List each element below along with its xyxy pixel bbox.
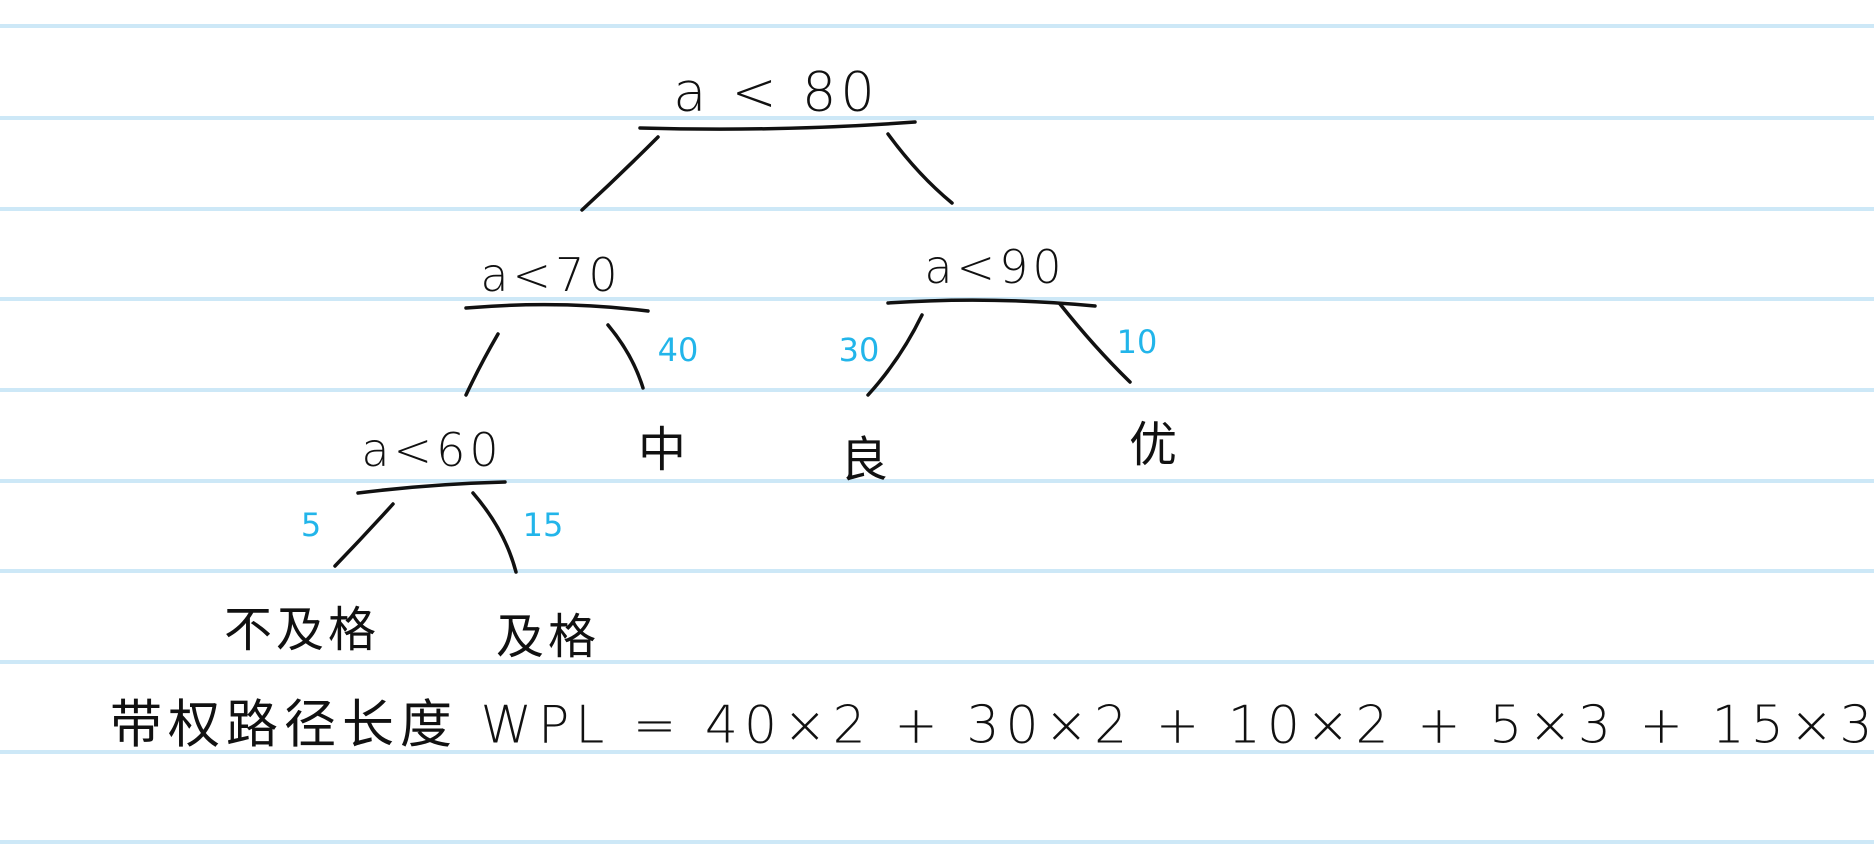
wpl-formula: 带权路径长度 WPL = 40×2 + 30×2 + 10×2 + 5×3 + … — [110, 695, 1874, 756]
edge-lower-pass — [471, 491, 518, 574]
edge-left-lower — [464, 332, 500, 397]
leaf-fail-label: 不及格 — [223, 602, 381, 658]
edge-root-right — [886, 132, 954, 205]
root-node-label: a < 80 — [673, 60, 879, 124]
right-node-underline — [886, 298, 1097, 308]
weight-mid: 40 — [657, 331, 699, 369]
edge-root-left — [580, 135, 660, 212]
right-node-label: a<90 — [924, 240, 1066, 294]
weight-fail: 5 — [300, 506, 322, 544]
edge-left-mid — [606, 323, 645, 390]
ruled-lines — [0, 24, 1874, 844]
lower-node-label: a<60 — [361, 423, 503, 477]
left-node-label: a<70 — [480, 248, 622, 302]
edge-lower-fail — [333, 502, 395, 568]
tree-strokes — [333, 120, 1132, 574]
edge-right-excellent — [1058, 302, 1132, 384]
weight-good: 30 — [838, 331, 880, 369]
left-node-underline — [464, 302, 650, 313]
lower-node-underline — [356, 480, 507, 495]
weight-pass: 15 — [522, 506, 564, 544]
weight-excellent: 10 — [1116, 323, 1158, 361]
edge-right-good — [866, 313, 924, 397]
root-underline — [638, 120, 917, 131]
leaf-pass-label: 及格 — [495, 609, 601, 665]
leaf-mid-label: 中 — [637, 422, 691, 478]
leaf-excellent-label: 优 — [1128, 417, 1182, 473]
leaf-good-label: 良 — [839, 432, 893, 488]
